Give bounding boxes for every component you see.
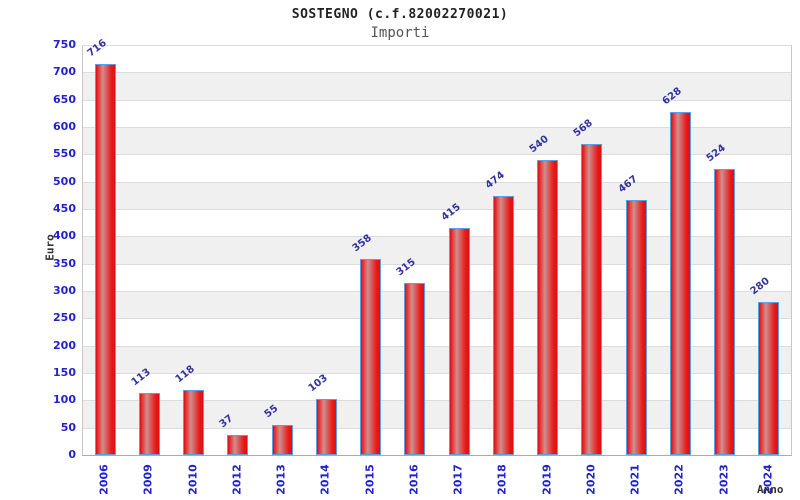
y-tick-label: 300 — [53, 284, 76, 297]
gridline — [83, 373, 791, 374]
gridline — [83, 236, 791, 238]
y-tick-label: 150 — [53, 366, 76, 379]
y-tick-label: 700 — [53, 65, 76, 79]
x-tick-label: 2019 — [540, 464, 554, 495]
y-tick-label: 600 — [53, 120, 76, 133]
x-tick-label: 2012 — [230, 464, 244, 495]
y-tick-label: 0 — [68, 448, 76, 461]
bar — [183, 390, 205, 455]
grid-band — [83, 72, 791, 100]
x-tick-label: 2016 — [407, 464, 421, 495]
x-tick-label: 2020 — [584, 464, 598, 495]
x-tick-label: 2014 — [318, 464, 332, 495]
chart-title: SOSTEGNO (c.f.82002270021) — [291, 7, 509, 22]
gridline — [83, 318, 791, 320]
bar — [492, 196, 514, 455]
chart-subtitle: Importi — [370, 25, 430, 41]
gridline — [83, 127, 791, 128]
x-tick-label: 2017 — [451, 464, 465, 495]
plot-area: 716 113 118 37 55 103 358 315 415 474 540 568 467 628… — [82, 38, 792, 456]
y-tick-label: 100 — [53, 393, 76, 407]
bar — [669, 112, 691, 455]
x-tick-label: 2010 — [186, 464, 200, 495]
y-tick-label: 200 — [53, 338, 76, 352]
bar — [271, 425, 293, 455]
x-tick-label: 2023 — [717, 464, 731, 495]
bar — [537, 160, 559, 455]
x-tick-label: 2006 — [97, 464, 111, 495]
gridline — [83, 181, 791, 183]
gridline — [83, 263, 791, 265]
bar — [315, 399, 337, 455]
y-tick-label: 250 — [53, 311, 76, 325]
y-tick-label: 750 — [53, 38, 76, 51]
gridline — [83, 154, 791, 156]
y-tick-label: 350 — [53, 256, 76, 270]
bar — [94, 64, 116, 455]
y-tick-label: 500 — [53, 174, 76, 188]
x-tick-label: 2021 — [628, 464, 642, 495]
y-tick-label: 50 — [60, 420, 76, 434]
gridline — [83, 427, 791, 429]
y-tick-label: 450 — [53, 202, 76, 215]
y-tick-label: 550 — [53, 147, 76, 161]
x-tick-label: 2018 — [495, 464, 509, 495]
gridline — [83, 345, 791, 347]
gridline — [83, 99, 791, 101]
bar — [227, 435, 249, 455]
x-tick-label: 2009 — [141, 464, 155, 495]
x-tick-label: 2022 — [672, 464, 686, 495]
bar — [138, 393, 160, 455]
gridline — [83, 72, 791, 74]
y-tick-label: 650 — [53, 92, 76, 106]
bar — [360, 259, 382, 455]
bar — [581, 144, 603, 455]
bar — [625, 200, 647, 455]
bar — [404, 283, 426, 455]
gridline — [83, 291, 791, 292]
bar — [448, 228, 470, 455]
gridline — [83, 209, 791, 210]
y-tick-label: 400 — [53, 229, 76, 243]
bar — [714, 169, 736, 455]
bar — [758, 302, 780, 455]
bar-value-label: 103 — [306, 372, 330, 395]
gridline — [83, 45, 791, 46]
x-tick-label: 2013 — [274, 464, 288, 495]
x-axis-title: Anno — [757, 483, 784, 496]
x-tick-label: 2015 — [363, 464, 377, 495]
gridline — [83, 400, 791, 402]
